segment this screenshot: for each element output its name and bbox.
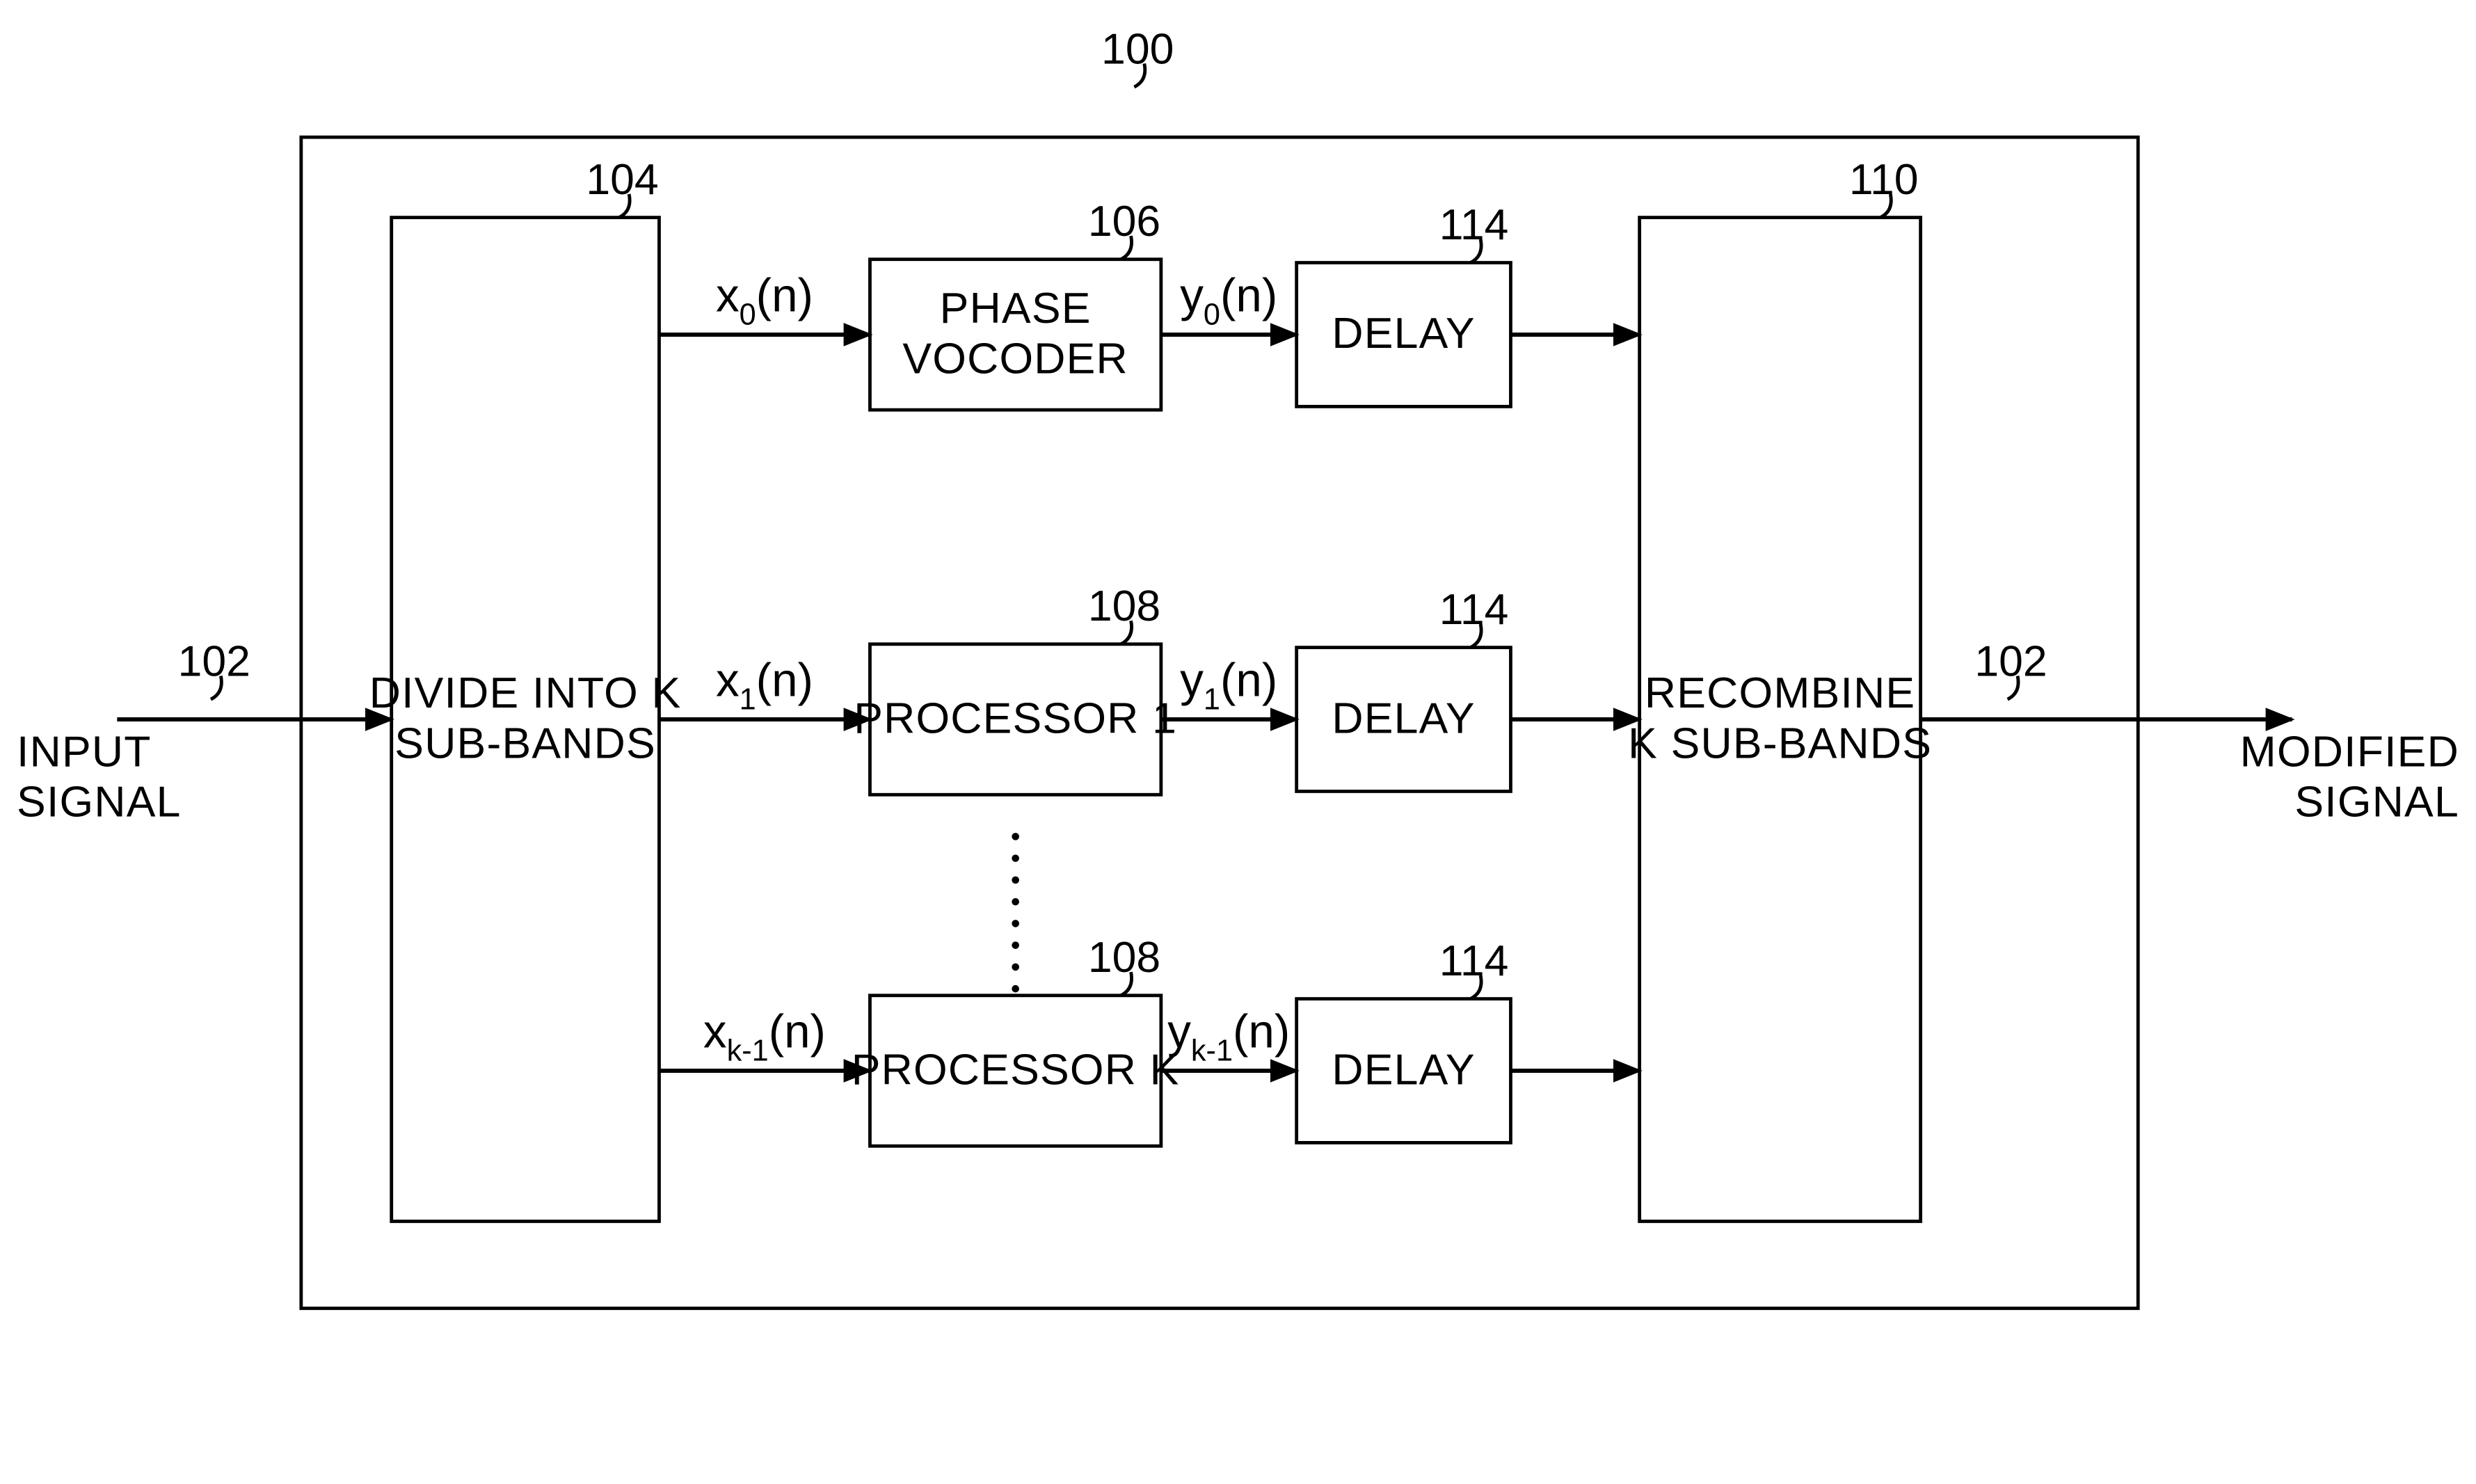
svg-text:102: 102 — [178, 637, 250, 686]
recombine-block: RECOMBINEK SUB-BANDS — [1628, 218, 1932, 1222]
svg-text:K SUB-BANDS: K SUB-BANDS — [1628, 719, 1932, 767]
svg-text:SUB-BANDS: SUB-BANDS — [394, 719, 656, 767]
svg-text:PHASE: PHASE — [940, 284, 1092, 333]
row0-proc: PHASEVOCODER — [870, 260, 1160, 410]
row1-proc: PROCESSOR 1 — [854, 644, 1177, 795]
row0-delay: DELAY — [1297, 263, 1511, 407]
svg-text:VOCODER: VOCODER — [902, 334, 1128, 383]
svg-text:MODIFIED: MODIFIED — [2240, 727, 2459, 776]
svg-text:102: 102 — [1974, 637, 2047, 686]
svg-text:INPUT: INPUT — [17, 727, 152, 776]
row1-delay: DELAY — [1297, 648, 1511, 792]
svg-text:DIVIDE INTO K: DIVIDE INTO K — [369, 669, 682, 717]
svg-text:104: 104 — [586, 155, 658, 204]
svg-text:SIGNAL: SIGNAL — [2294, 778, 2459, 827]
svg-text:SIGNAL: SIGNAL — [17, 778, 182, 827]
svg-text:108: 108 — [1088, 933, 1160, 982]
svg-text:DELAY: DELAY — [1332, 309, 1475, 358]
divide-block: DIVIDE INTO KSUB-BANDS — [369, 218, 682, 1222]
rowK-delay: DELAY — [1297, 999, 1511, 1143]
svg-text:114: 114 — [1439, 936, 1509, 985]
svg-text:110: 110 — [1849, 155, 1919, 204]
svg-text:114: 114 — [1439, 200, 1509, 249]
svg-text:PROCESSOR K: PROCESSOR K — [852, 1045, 1180, 1094]
svg-text:108: 108 — [1088, 582, 1160, 630]
svg-text:PROCESSOR 1: PROCESSOR 1 — [854, 694, 1177, 742]
svg-text:100: 100 — [1101, 24, 1174, 73]
svg-text:114: 114 — [1439, 585, 1509, 634]
rowK-proc: PROCESSOR K — [852, 996, 1180, 1146]
svg-text:DELAY: DELAY — [1332, 694, 1475, 742]
svg-text:RECOMBINE: RECOMBINE — [1645, 669, 1915, 717]
svg-text:DELAY: DELAY — [1332, 1045, 1475, 1094]
svg-text:106: 106 — [1088, 197, 1160, 246]
